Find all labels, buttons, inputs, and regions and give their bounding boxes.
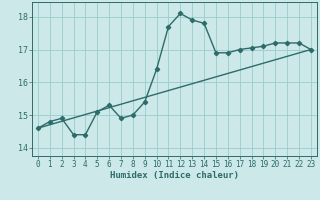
X-axis label: Humidex (Indice chaleur): Humidex (Indice chaleur) xyxy=(110,171,239,180)
